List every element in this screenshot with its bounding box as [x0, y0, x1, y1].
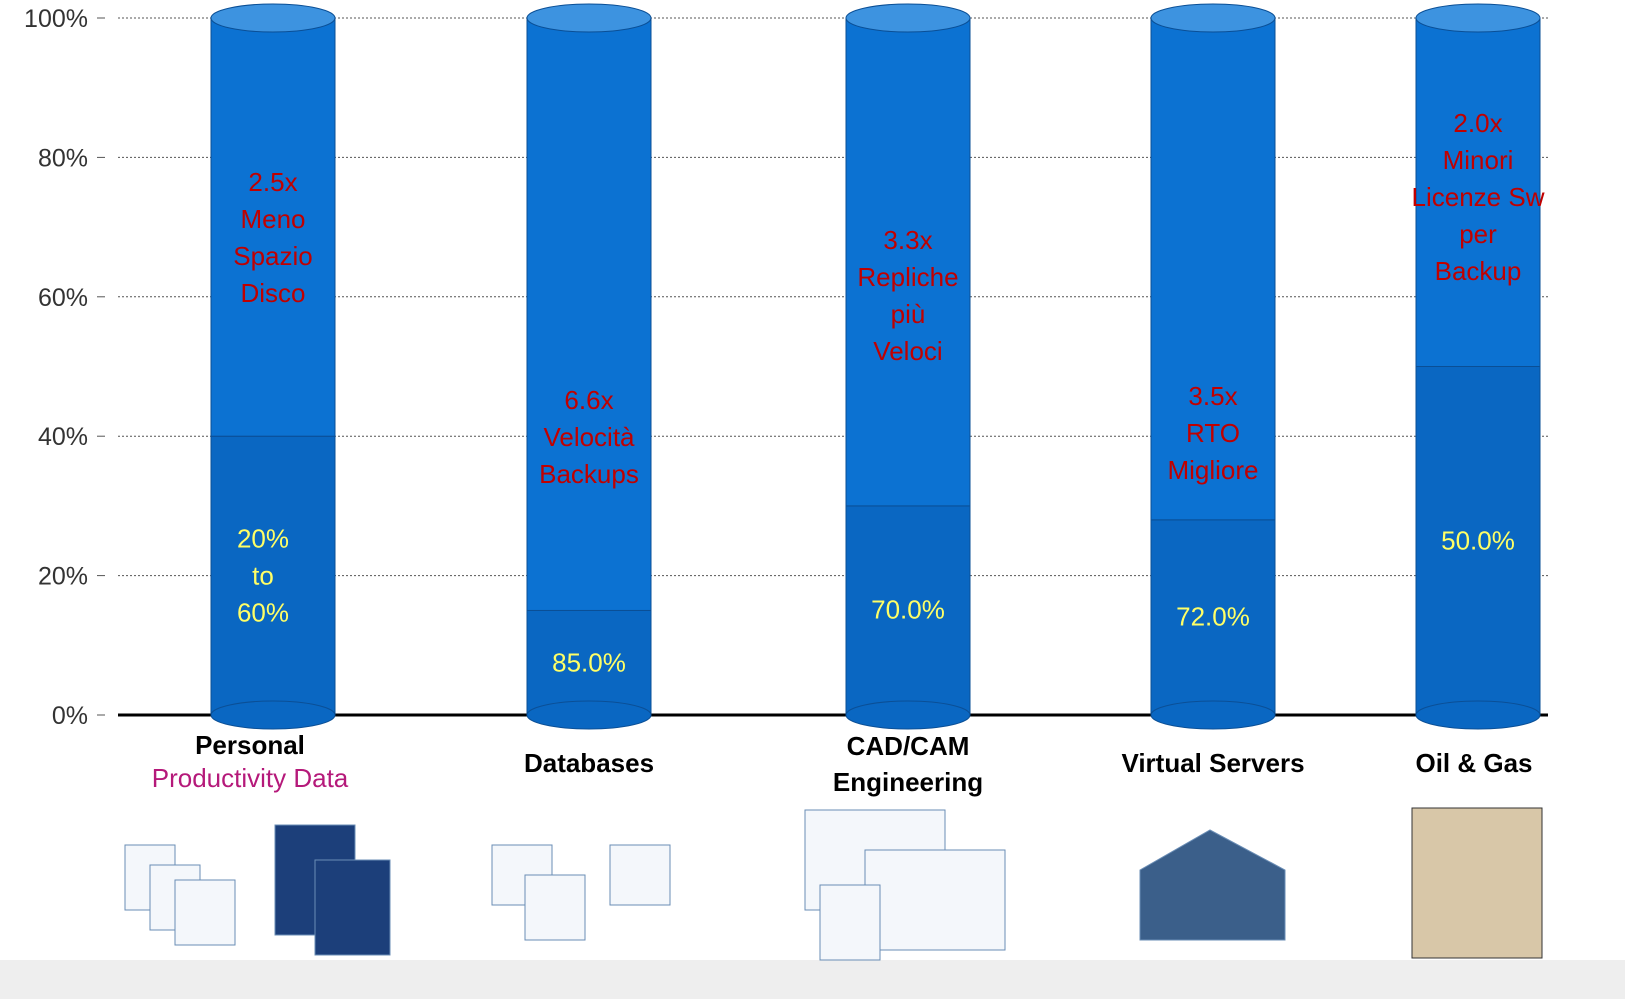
value-label: 50.0% — [1441, 522, 1515, 559]
cylinder-cap — [1416, 4, 1540, 32]
annotation: più — [891, 299, 926, 329]
value-label: 85.0% — [552, 644, 626, 681]
annotation: 6.6x — [564, 385, 613, 415]
category-note: Productivity Data — [152, 763, 349, 794]
y-tick-label: 0% — [52, 702, 88, 730]
annotation: Meno — [240, 204, 305, 234]
footer-band — [0, 960, 1625, 999]
icon-report — [315, 860, 390, 955]
chart: 0% 20% 40% 60% 80% 100% 2.5x Meno Spazio Disco 6.6… — [0, 0, 1625, 999]
cylinder-segment — [527, 18, 651, 610]
x-tick-label: Virtual Servers — [1103, 745, 1323, 781]
cylinder-bottom — [1416, 701, 1540, 729]
icon-screen — [865, 850, 1005, 950]
icon-server — [1140, 830, 1285, 940]
icon-table — [610, 845, 670, 905]
y-tick-label: 20% — [38, 563, 88, 591]
x-tick-label: Databases — [479, 745, 699, 781]
value-label: 72.0% — [1176, 599, 1250, 636]
annotation: Minori — [1443, 145, 1514, 175]
y-tick-label: 80% — [38, 144, 88, 172]
annotation: 2.5x — [248, 167, 297, 197]
cylinder-cap — [846, 4, 970, 32]
cylinder-bottom — [846, 701, 970, 729]
cylinder-bottom — [1151, 701, 1275, 729]
annotation: Velocità — [543, 422, 635, 452]
annotation: Licenze Sw — [1412, 182, 1545, 212]
cylinder-cap — [527, 4, 651, 32]
annotation: Migliore — [1167, 455, 1258, 485]
x-tick-label: Personal — [140, 727, 360, 763]
annotation: Disco — [240, 278, 305, 308]
value-label: 20% to 60% — [237, 520, 289, 631]
icons — [125, 808, 1542, 960]
annotation: Repliche — [857, 262, 958, 292]
page: {"chart_data": {"type": "stacked-cylinde… — [0, 0, 1625, 999]
annotation: Backup — [1435, 256, 1522, 286]
icon-screen — [820, 885, 880, 960]
cylinder-bottom — [527, 701, 651, 729]
annotation: RTO — [1186, 418, 1240, 448]
annotation: 3.3x — [883, 225, 932, 255]
icon-oil — [1412, 808, 1542, 958]
icon-table — [525, 875, 585, 940]
annotation: Backups — [539, 459, 639, 489]
annotation: per — [1459, 219, 1497, 249]
annotation: Spazio — [233, 241, 313, 271]
value-label: 70.0% — [871, 592, 945, 629]
y-tick-label: 40% — [38, 423, 88, 451]
cylinder-cap — [1151, 4, 1275, 32]
annotation: 2.0x — [1453, 108, 1502, 138]
annotation: 3.5x — [1188, 381, 1237, 411]
y-tick-label: 60% — [38, 284, 88, 312]
x-tick-label: CAD/CAM Engineering — [798, 728, 1018, 800]
annotation: Veloci — [873, 336, 942, 366]
cylinder-bottom — [211, 701, 335, 729]
icon-doc — [175, 880, 235, 945]
x-tick-label: Oil & Gas — [1364, 745, 1584, 781]
y-tick-label: 100% — [24, 5, 88, 33]
cylinder-cap — [211, 4, 335, 32]
